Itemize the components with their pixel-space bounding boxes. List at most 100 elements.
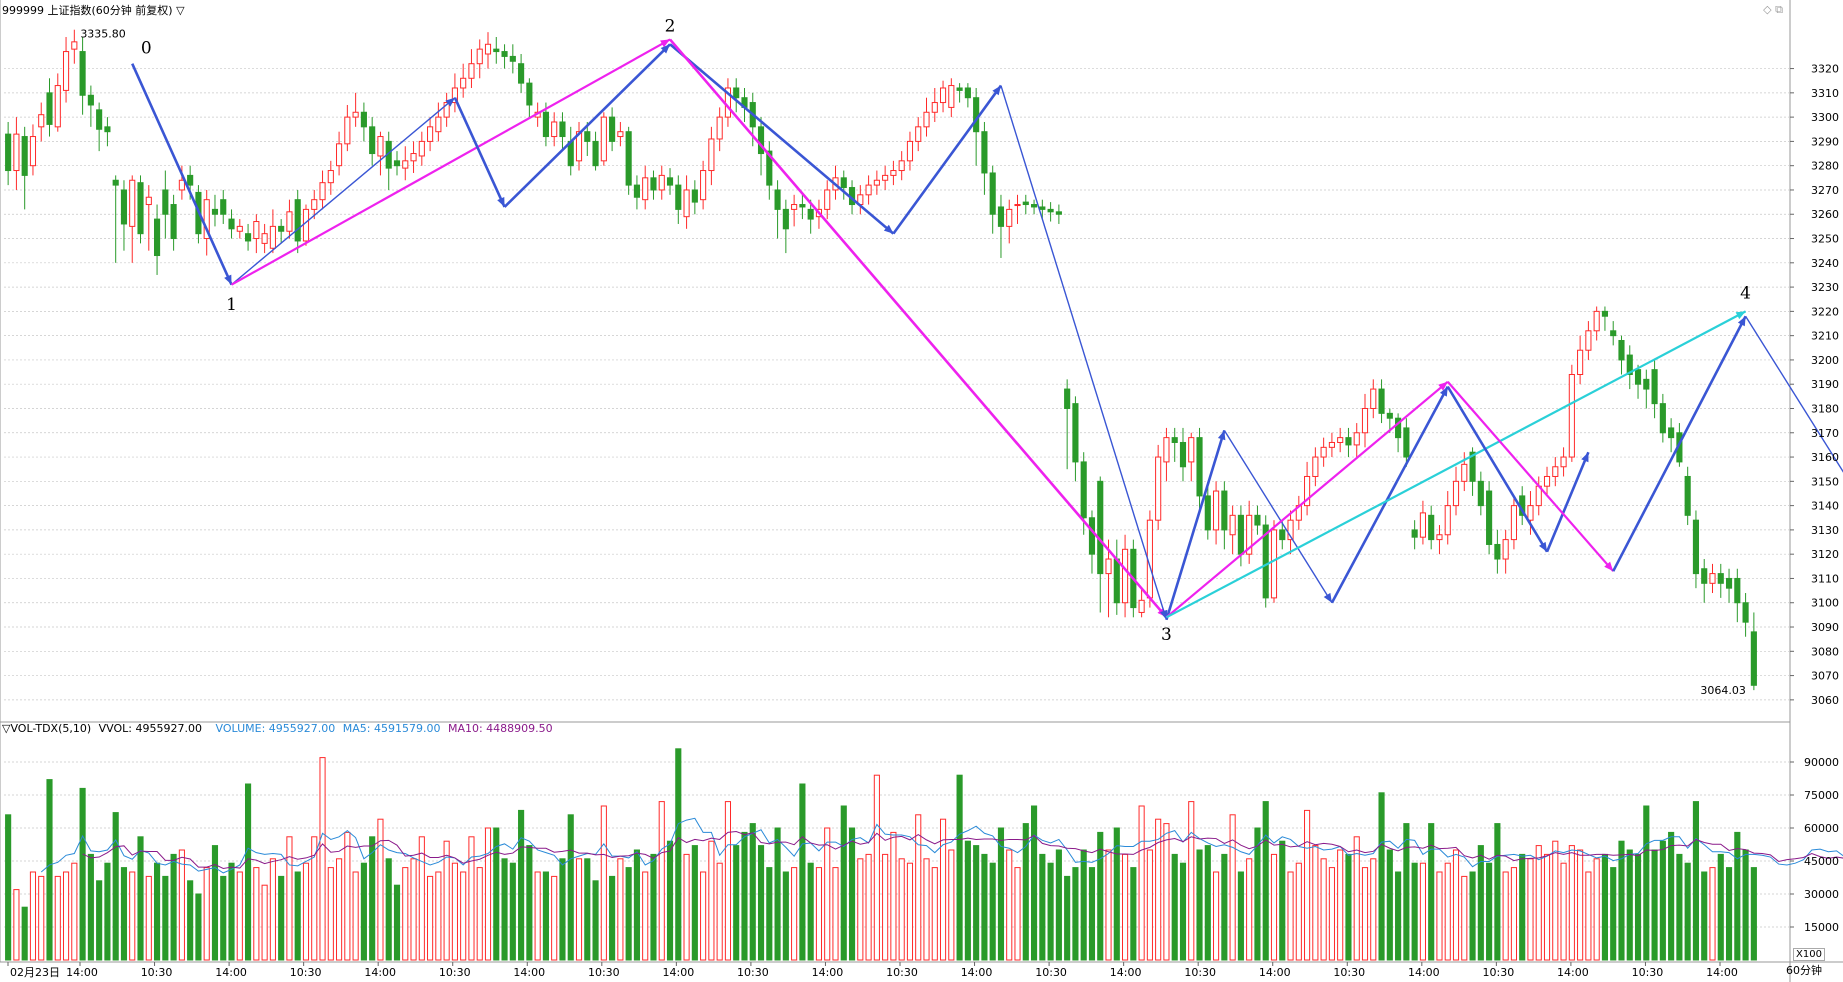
candle-body: [1122, 548, 1129, 604]
candle-body: [46, 92, 53, 125]
wave-arrowhead: [1735, 311, 1746, 320]
volume-bar: [443, 840, 450, 961]
volume-bar: [700, 871, 707, 961]
candle-body: [112, 179, 119, 186]
period-label[interactable]: 60分钟: [1786, 964, 1822, 977]
volume-bar: [873, 774, 880, 961]
price-tick-label: 3120: [1811, 548, 1839, 561]
wave-line: [1744, 315, 1843, 473]
volume-bar: [38, 875, 45, 961]
candle-body: [700, 170, 707, 201]
volume-bar: [1444, 862, 1451, 961]
volume-bar: [923, 858, 930, 961]
chart-title: 999999 上证指数(60分钟 前复权) ▽: [2, 2, 185, 18]
volume-bar: [1246, 858, 1253, 961]
candle-body: [1345, 437, 1352, 446]
volume-bar: [71, 862, 78, 961]
volume-bar: [749, 823, 756, 961]
candle-body: [1138, 599, 1145, 613]
candle-body: [799, 204, 806, 208]
candle-body: [1386, 412, 1393, 419]
candle-body: [1568, 373, 1575, 458]
vvol-label: VVOL: 4955927.00: [98, 722, 202, 735]
price-tick-label: 3170: [1811, 427, 1839, 440]
candle-body: [1461, 463, 1468, 482]
candle-body: [542, 111, 549, 138]
price-tick-label: 3290: [1811, 135, 1839, 148]
candle-body: [1486, 490, 1493, 545]
candle-body: [38, 114, 45, 128]
volume-bar: [675, 748, 682, 961]
volume-bar: [1626, 849, 1633, 961]
candle-body: [824, 189, 831, 210]
wave-line: [1223, 429, 1333, 604]
volume-bar: [1196, 849, 1203, 961]
candle-body: [683, 189, 690, 218]
volume-bar: [1577, 849, 1584, 961]
candle-body: [1113, 558, 1120, 604]
volume-bar: [782, 871, 789, 961]
volume-bar: [1171, 853, 1178, 961]
volume-bar: [269, 858, 276, 961]
candle-body: [931, 102, 938, 113]
wave-line: [453, 97, 506, 208]
volume-bar: [1270, 853, 1278, 961]
candle-body: [625, 131, 632, 186]
candle-body: [865, 184, 872, 196]
candle-body: [1105, 558, 1112, 575]
volume-bar: [1560, 862, 1567, 961]
volume-bar: [1502, 871, 1509, 961]
volume-bar: [493, 827, 500, 961]
candle-body: [882, 174, 889, 181]
volume-bar: [427, 875, 434, 961]
restore-icon[interactable]: ⧉: [1775, 3, 1783, 16]
candle-body: [410, 153, 417, 162]
candle-body: [1014, 204, 1021, 207]
window-controls[interactable]: ◇ ⧉: [1763, 3, 1783, 17]
candle-body: [989, 172, 996, 215]
volume-bar: [575, 858, 583, 961]
volume-bar: [1469, 871, 1476, 961]
volume-bar: [567, 814, 574, 961]
candle-body: [137, 182, 144, 235]
volume-bar: [245, 783, 252, 961]
candle-body: [435, 116, 442, 133]
wave-line: [1165, 429, 1226, 621]
volume-bar: [1601, 853, 1609, 961]
candle-body: [873, 179, 880, 186]
vol-indicator-label[interactable]: ▽VOL-TDX(5,10): [2, 722, 92, 735]
candle-body: [1543, 475, 1551, 487]
volume-bar: [815, 867, 823, 961]
volume-bar: [1221, 853, 1228, 961]
time-tick-label: 10:30: [886, 966, 918, 979]
candle-body: [1725, 577, 1733, 589]
volume-bar: [799, 783, 806, 961]
volume-bar: [832, 867, 839, 961]
volume-bar: [840, 805, 847, 961]
candle-body: [716, 116, 723, 140]
candle-body: [236, 225, 243, 232]
candle-body: [1072, 403, 1079, 463]
volume-bar: [733, 845, 740, 961]
ma5-label: MA5: 4591579.00: [342, 722, 441, 735]
candle-body: [1610, 330, 1617, 337]
time-tick-label: 10:30: [737, 966, 769, 979]
volume-bar: [791, 867, 798, 961]
max-price-label: 3335.80: [80, 28, 126, 41]
volume-bar: [1386, 849, 1393, 961]
candle-body: [153, 218, 161, 257]
volume-bar: [1105, 849, 1112, 961]
volume-bar: [1527, 858, 1534, 961]
wave-line: [669, 38, 1168, 619]
candle-body: [1262, 524, 1269, 599]
candle-body: [261, 233, 268, 244]
volume-bar: [1477, 845, 1484, 961]
title-dropdown-icon[interactable]: ▽: [176, 4, 185, 17]
candle-body: [319, 182, 326, 201]
diamond-icon[interactable]: ◇: [1763, 3, 1772, 16]
candle-body: [592, 140, 599, 167]
candle-body: [1047, 208, 1054, 213]
volume-bar: [1072, 867, 1079, 961]
candle-body: [493, 48, 500, 53]
